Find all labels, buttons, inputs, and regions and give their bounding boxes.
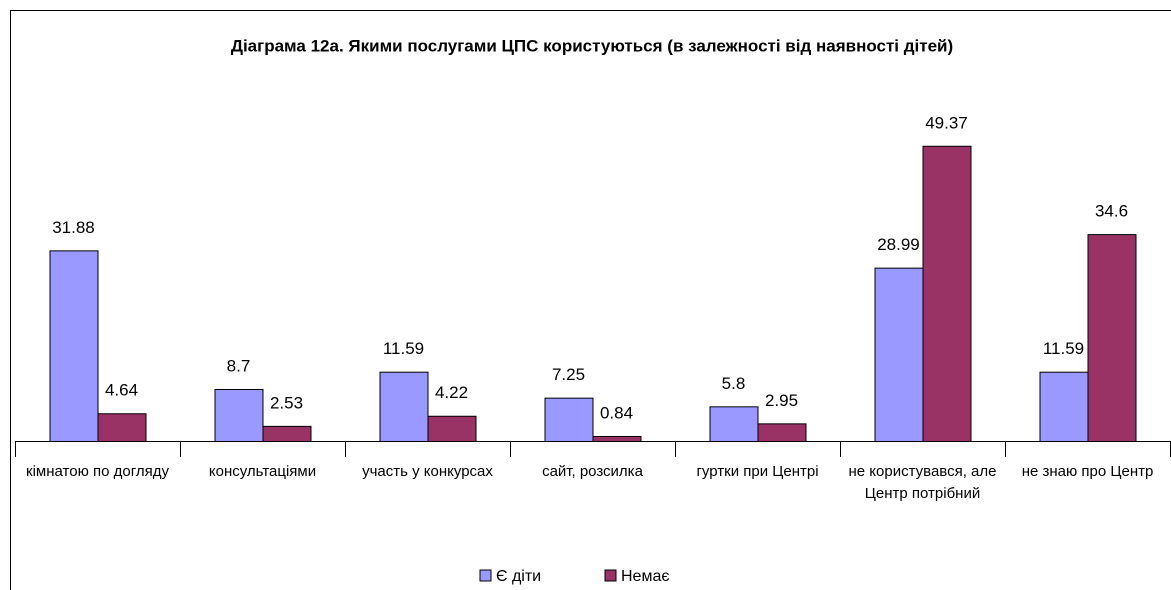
bar xyxy=(757,423,807,443)
bar xyxy=(1039,371,1089,442)
x-tick-label: консультаціями xyxy=(208,463,317,480)
x-tick-label: кімнатою по догляду xyxy=(26,463,169,480)
bar xyxy=(1087,234,1137,442)
legend-swatch xyxy=(604,569,617,582)
bar xyxy=(49,250,99,442)
bar xyxy=(922,145,972,442)
value-label: 4.22 xyxy=(435,383,468,402)
bar xyxy=(427,415,477,443)
value-label: 34.6 xyxy=(1095,202,1128,221)
value-label: 8.7 xyxy=(227,356,251,375)
value-label: 11.59 xyxy=(383,339,424,358)
bar xyxy=(709,406,759,443)
x-tick-label: не користувався, але Центр потрібний xyxy=(848,463,997,502)
value-label: 0.84 xyxy=(600,403,633,422)
x-tick-label: не знаю про Центр xyxy=(1021,463,1154,480)
chart-frame xyxy=(10,10,1171,590)
value-label: 2.95 xyxy=(765,391,798,410)
bar xyxy=(874,267,924,442)
bar xyxy=(262,425,312,443)
value-label: 4.64 xyxy=(105,381,138,400)
value-label: 31.88 xyxy=(52,218,95,237)
legend-swatch xyxy=(479,569,492,582)
value-label: 7.25 xyxy=(552,365,585,384)
legend-label: Є діти xyxy=(496,568,541,585)
value-label: 2.53 xyxy=(270,393,303,412)
bar xyxy=(592,435,642,443)
legend-label: Немає xyxy=(621,568,670,585)
x-tick-label: сайт, розсилка xyxy=(542,463,643,480)
x-tick-label: гуртки при Центрі xyxy=(696,463,819,480)
bar xyxy=(97,413,147,443)
bar xyxy=(214,388,264,442)
bar xyxy=(379,371,429,442)
value-label: 49.37 xyxy=(925,113,968,132)
x-tick-label: участь у конкурсах xyxy=(362,463,493,480)
value-label: 28.99 xyxy=(877,235,920,254)
value-label: 11.59 xyxy=(1043,339,1084,358)
bar xyxy=(544,397,594,442)
chart-title: Діаграма 12а. Якими послугами ЦПС корист… xyxy=(231,36,953,55)
value-label: 5.8 xyxy=(722,374,746,393)
